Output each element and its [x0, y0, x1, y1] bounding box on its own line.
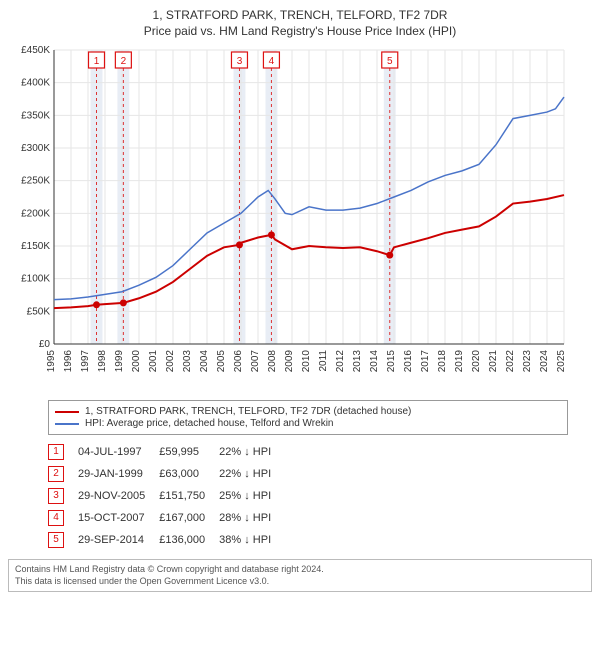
transaction-price: £151,750	[159, 485, 219, 507]
event-marker-label: 3	[237, 56, 243, 67]
transaction-marker: 5	[48, 532, 64, 548]
legend-item: 1, STRATFORD PARK, TRENCH, TELFORD, TF2 …	[55, 406, 561, 417]
transaction-marker: 4	[48, 510, 64, 526]
x-tick-label: 1998	[97, 350, 108, 373]
transaction-date: 29-NOV-2005	[78, 485, 159, 507]
x-tick-label: 2025	[556, 350, 567, 373]
x-tick-label: 2004	[199, 350, 210, 373]
chart-titles: 1, STRATFORD PARK, TRENCH, TELFORD, TF2 …	[8, 8, 592, 38]
transaction-price: £167,000	[159, 507, 219, 529]
y-tick-label: £450K	[21, 45, 50, 56]
x-tick-label: 2018	[437, 350, 448, 373]
y-tick-label: £400K	[21, 78, 50, 89]
x-tick-label: 2015	[386, 350, 397, 373]
y-tick-label: £100K	[21, 274, 50, 285]
transaction-pct: 38% ↓ HPI	[219, 529, 285, 551]
x-tick-label: 2020	[471, 350, 482, 373]
transaction-marker: 3	[48, 488, 64, 504]
footer-line: Contains HM Land Registry data © Crown c…	[15, 564, 585, 576]
transaction-date: 29-SEP-2014	[78, 529, 159, 551]
x-tick-label: 2010	[301, 350, 312, 373]
x-tick-label: 2009	[284, 350, 295, 373]
y-tick-label: £0	[39, 339, 51, 350]
footer-line: This data is licensed under the Open Gov…	[15, 576, 585, 588]
y-tick-label: £150K	[21, 241, 50, 252]
transaction-marker: 2	[48, 466, 64, 482]
x-tick-label: 2024	[539, 350, 550, 373]
legend-label: HPI: Average price, detached house, Telf…	[85, 418, 334, 429]
table-row: 4 15-OCT-2007£167,00028% ↓ HPI	[48, 507, 285, 529]
y-tick-label: £50K	[27, 306, 51, 317]
x-tick-label: 2011	[318, 350, 329, 372]
y-tick-label: £200K	[21, 208, 50, 219]
x-tick-label: 2008	[267, 350, 278, 373]
legend-swatch	[55, 423, 79, 425]
x-tick-label: 2006	[233, 350, 244, 373]
y-tick-label: £250K	[21, 176, 50, 187]
event-marker-label: 4	[269, 56, 275, 67]
chart-svg: £0 £50K £100K £150K £200K £250K £300K £350K £400…	[8, 44, 568, 394]
table-row: 5 29-SEP-2014£136,00038% ↓ HPI	[48, 529, 285, 551]
table-row: 2 29-JAN-1999£63,00022% ↓ HPI	[48, 463, 285, 485]
x-tick-label: 1997	[80, 350, 91, 373]
transaction-pct: 28% ↓ HPI	[219, 507, 285, 529]
x-tick-label: 2013	[352, 350, 363, 373]
x-tick-label: 1995	[46, 350, 57, 373]
transaction-pct: 25% ↓ HPI	[219, 485, 285, 507]
x-tick-label: 1996	[63, 350, 74, 373]
event-marker-label: 2	[121, 56, 127, 67]
footer-note: Contains HM Land Registry data © Crown c…	[8, 559, 592, 592]
chart: £0 £50K £100K £150K £200K £250K £300K £350K £400…	[8, 44, 592, 394]
legend: 1, STRATFORD PARK, TRENCH, TELFORD, TF2 …	[48, 400, 568, 435]
legend-label: 1, STRATFORD PARK, TRENCH, TELFORD, TF2 …	[85, 406, 411, 417]
transaction-date: 04-JUL-1997	[78, 441, 159, 463]
transaction-date: 29-JAN-1999	[78, 463, 159, 485]
x-tick-label: 2016	[403, 350, 414, 373]
x-tick-label: 2000	[131, 350, 142, 373]
chart-title-address: 1, STRATFORD PARK, TRENCH, TELFORD, TF2 …	[8, 8, 592, 22]
transaction-pct: 22% ↓ HPI	[219, 441, 285, 463]
table-row: 3 29-NOV-2005£151,75025% ↓ HPI	[48, 485, 285, 507]
legend-swatch	[55, 411, 79, 413]
x-tick-label: 1999	[114, 350, 125, 373]
x-tick-label: 2014	[369, 350, 380, 373]
transaction-pct: 22% ↓ HPI	[219, 463, 285, 485]
transaction-price: £136,000	[159, 529, 219, 551]
x-tick-label: 2023	[522, 350, 533, 373]
x-tick-label: 2001	[148, 350, 159, 373]
x-tick-label: 2021	[488, 350, 499, 373]
x-tick-label: 2012	[335, 350, 346, 373]
x-tick-label: 2019	[454, 350, 465, 373]
transaction-marker: 1	[48, 444, 64, 460]
transactions-table: 1 04-JUL-1997£59,99522% ↓ HPI 2 29-JAN-1999…	[48, 441, 285, 551]
x-tick-label: 2003	[182, 350, 193, 373]
event-marker-label: 5	[387, 56, 393, 67]
event-marker-label: 1	[94, 56, 100, 67]
transaction-price: £59,995	[159, 441, 219, 463]
chart-title-sub: Price paid vs. HM Land Registry's House …	[8, 24, 592, 38]
y-tick-label: £350K	[21, 110, 50, 121]
x-tick-label: 2007	[250, 350, 261, 373]
table-row: 1 04-JUL-1997£59,99522% ↓ HPI	[48, 441, 285, 463]
y-tick-label: £300K	[21, 143, 50, 154]
transaction-price: £63,000	[159, 463, 219, 485]
x-tick-label: 2002	[165, 350, 176, 373]
x-tick-label: 2017	[420, 350, 431, 373]
x-tick-label: 2005	[216, 350, 227, 373]
x-tick-label: 2022	[505, 350, 516, 373]
legend-item: HPI: Average price, detached house, Telf…	[55, 418, 561, 429]
transaction-date: 15-OCT-2007	[78, 507, 159, 529]
